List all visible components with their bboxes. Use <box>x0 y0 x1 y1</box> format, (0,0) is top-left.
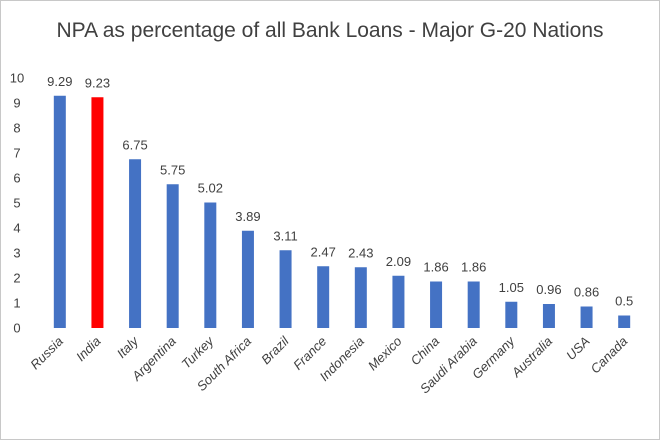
y-tick-label: 5 <box>13 196 20 211</box>
data-label: 3.11 <box>273 228 297 243</box>
bar-usa <box>580 306 593 328</box>
bars <box>53 95 631 328</box>
bar-italy <box>129 159 142 328</box>
data-label: 2.43 <box>348 245 373 260</box>
x-tick-label: Brazil <box>258 333 292 367</box>
bar-australia <box>542 304 555 328</box>
bar-indonesia <box>354 267 367 328</box>
y-axis: 0 1 2 3 4 5 6 7 8 9 10 <box>10 71 24 336</box>
x-tick-label: Canada <box>587 334 630 377</box>
bar-mexico <box>392 275 405 328</box>
bar-india <box>91 97 104 328</box>
data-label: 3.89 <box>235 209 260 224</box>
bar-china <box>430 281 443 328</box>
data-label: 2.47 <box>311 244 336 259</box>
data-label: 0.5 <box>615 294 633 309</box>
x-tick-label: USA <box>563 334 593 364</box>
x-tick-label: Italy <box>114 332 143 361</box>
y-tick-label: 7 <box>13 146 20 161</box>
data-label: 0.96 <box>536 282 561 297</box>
y-tick-label: 9 <box>13 96 20 111</box>
x-tick-label: Mexico <box>365 334 405 374</box>
y-tick-label: 1 <box>13 296 20 311</box>
bar-brazil <box>279 250 292 328</box>
chart-title: NPA as percentage of all Bank Loans - Ma… <box>56 19 604 42</box>
y-tick-label: 4 <box>13 221 20 236</box>
x-tick-label: Germany <box>469 332 518 381</box>
x-tick-label: India <box>73 334 104 365</box>
data-labels: 9.29 9.23 6.75 5.75 5.02 3.89 3.11 2.47 2.43 2.09… <box>47 74 633 309</box>
bar-saudi-arabia <box>467 281 480 328</box>
x-tick-label: China <box>408 334 443 369</box>
y-tick-label: 2 <box>13 271 20 286</box>
y-tick-label: 3 <box>13 246 20 261</box>
data-label: 5.75 <box>160 162 185 177</box>
data-label: 0.86 <box>574 285 599 300</box>
y-tick-label: 10 <box>10 71 24 86</box>
x-tick-label: Russia <box>27 334 66 373</box>
data-label: 1.86 <box>461 260 486 275</box>
y-tick-label: 8 <box>13 121 20 136</box>
y-tick-label: 6 <box>13 171 20 186</box>
bar-germany <box>505 301 518 328</box>
y-tick-label: 0 <box>13 321 20 336</box>
data-label: 9.29 <box>47 74 72 89</box>
x-tick-label: Australia <box>508 334 555 381</box>
bar-france <box>317 266 330 328</box>
data-label: 2.09 <box>386 254 411 269</box>
bar-canada <box>618 315 631 328</box>
data-label: 9.23 <box>85 75 110 90</box>
bar-turkey <box>204 202 217 328</box>
bar-south-africa <box>241 230 254 328</box>
data-label: 1.05 <box>499 280 524 295</box>
data-label: 5.02 <box>198 181 223 196</box>
data-label: 6.75 <box>122 137 147 152</box>
bar-russia <box>53 95 66 328</box>
data-label: 1.86 <box>423 260 448 275</box>
bar-argentina <box>166 184 179 328</box>
